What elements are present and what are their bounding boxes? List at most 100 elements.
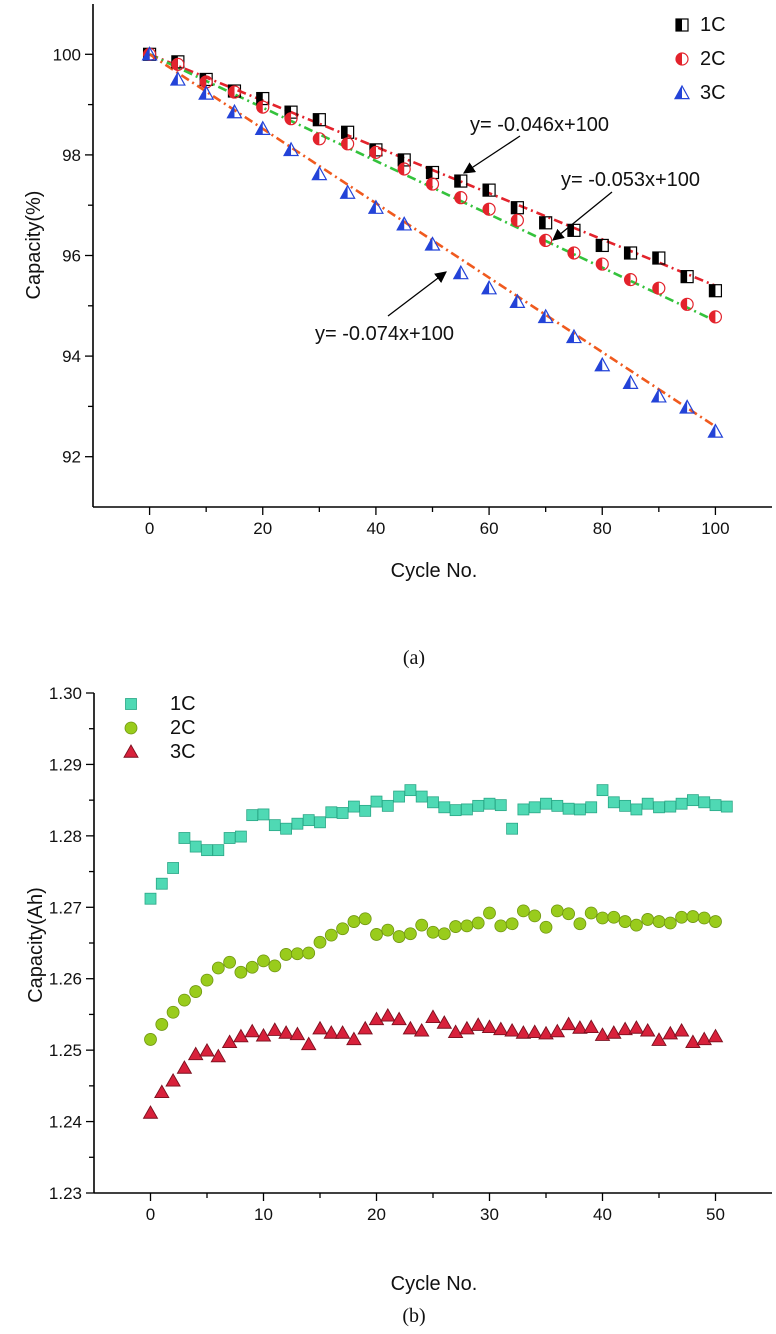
point-3c xyxy=(650,388,667,403)
point-2c xyxy=(680,297,694,311)
point-2c xyxy=(223,955,237,969)
point-2c xyxy=(189,985,203,998)
point-2c xyxy=(708,310,723,324)
point-1c xyxy=(652,251,666,265)
point-3c xyxy=(339,184,356,199)
point-3c xyxy=(402,1020,419,1035)
point-2c xyxy=(336,922,350,936)
point-1c xyxy=(438,801,451,814)
point-1c xyxy=(178,832,191,844)
point-3c xyxy=(323,1025,340,1039)
point-3c xyxy=(165,1072,181,1087)
point-2c xyxy=(284,112,298,126)
chart-panel-a: 0 20 40 60 80 100 92 94 96 98 100 1C 2C 3C y= -0.046… xyxy=(23,4,772,669)
point-2c xyxy=(550,904,564,918)
x-axis-title-b: Cycle No. xyxy=(391,1273,478,1295)
legend-label-1c: 1C xyxy=(170,693,196,715)
x-tick-label-a: 40 xyxy=(366,519,385,538)
point-2c xyxy=(641,913,655,926)
point-2c xyxy=(324,928,338,942)
point-3c xyxy=(334,1025,351,1039)
y-tick-label-b: 1.25 xyxy=(49,1041,82,1060)
point-2c xyxy=(454,191,468,205)
point-1c xyxy=(539,216,553,230)
point-2c xyxy=(517,904,530,918)
point-3c xyxy=(583,1019,599,1033)
point-3c xyxy=(278,1025,294,1039)
point-1c xyxy=(517,803,530,816)
legend-marker-1c xyxy=(125,698,137,710)
point-2c xyxy=(595,257,609,271)
point-2c xyxy=(471,916,485,930)
point-1c xyxy=(709,799,722,812)
point-1c xyxy=(347,800,360,813)
point-1c xyxy=(257,808,270,821)
point-3c xyxy=(367,199,384,214)
point-3c xyxy=(594,1027,611,1041)
point-2c xyxy=(358,912,372,926)
point-3c xyxy=(368,1011,385,1026)
point-2c xyxy=(155,1018,169,1031)
x-tick-label-b: 10 xyxy=(254,1205,273,1224)
point-1c xyxy=(246,809,259,822)
point-3c xyxy=(622,374,639,389)
point-1c xyxy=(687,794,699,807)
y-tick-label-a: 92 xyxy=(62,448,81,467)
chart-a-legend: 1C 2C 3C xyxy=(673,14,726,104)
point-1c xyxy=(201,844,213,857)
point-2c xyxy=(630,918,643,932)
point-2c xyxy=(426,925,440,939)
point-3c xyxy=(504,1022,520,1037)
point-2c xyxy=(245,960,259,974)
point-2c xyxy=(415,918,429,932)
point-3c xyxy=(244,1023,260,1038)
point-3c xyxy=(311,165,328,181)
point-3c xyxy=(267,1022,283,1036)
y-tick-label-a: 96 xyxy=(62,247,81,266)
point-3c xyxy=(396,216,413,231)
y-tick-label-b: 1.24 xyxy=(49,1113,82,1132)
point-2c xyxy=(403,927,417,941)
y-tick-label-b: 1.29 xyxy=(49,755,82,774)
point-1c xyxy=(708,284,723,298)
legend-label-3c: 3C xyxy=(170,741,196,763)
point-2c xyxy=(425,177,440,191)
point-2c xyxy=(652,915,666,928)
chart-a-axes: 0 20 40 60 80 100 92 94 96 98 100 xyxy=(53,4,772,538)
point-2c xyxy=(397,162,411,176)
legend-label-2c: 2C xyxy=(170,717,196,739)
point-2c xyxy=(652,281,666,295)
point-2c xyxy=(494,919,508,933)
x-tick-label-b: 30 xyxy=(480,1205,499,1224)
point-1c xyxy=(454,174,468,188)
point-1c xyxy=(494,799,507,812)
point-3c xyxy=(606,1025,622,1039)
y-tick-label-a: 94 xyxy=(62,347,81,366)
point-1c xyxy=(415,790,428,803)
point-1c xyxy=(540,797,552,810)
point-3c xyxy=(685,1034,701,1048)
point-2c xyxy=(483,906,496,920)
y-axis-title-a: Capacity(%) xyxy=(23,191,45,300)
point-2c xyxy=(675,910,688,924)
point-1c xyxy=(325,806,338,819)
point-2c xyxy=(460,919,474,933)
point-2c xyxy=(482,202,496,216)
point-3c xyxy=(254,120,271,135)
legend-marker-3c xyxy=(673,84,691,100)
point-1c xyxy=(155,877,168,890)
point-3c xyxy=(169,71,186,86)
point-3c xyxy=(639,1022,656,1037)
fit-arrow-3c xyxy=(387,271,447,317)
point-3c xyxy=(221,1034,238,1048)
legend-marker-2c xyxy=(675,52,689,66)
point-3c xyxy=(572,1020,588,1034)
point-3c xyxy=(210,1048,227,1063)
point-3c xyxy=(707,423,724,438)
point-3c xyxy=(526,1024,543,1038)
legend-marker-3c xyxy=(123,744,139,758)
point-3c xyxy=(617,1021,633,1036)
point-2c xyxy=(663,916,677,930)
point-1c xyxy=(460,803,473,816)
point-2c xyxy=(562,907,575,921)
